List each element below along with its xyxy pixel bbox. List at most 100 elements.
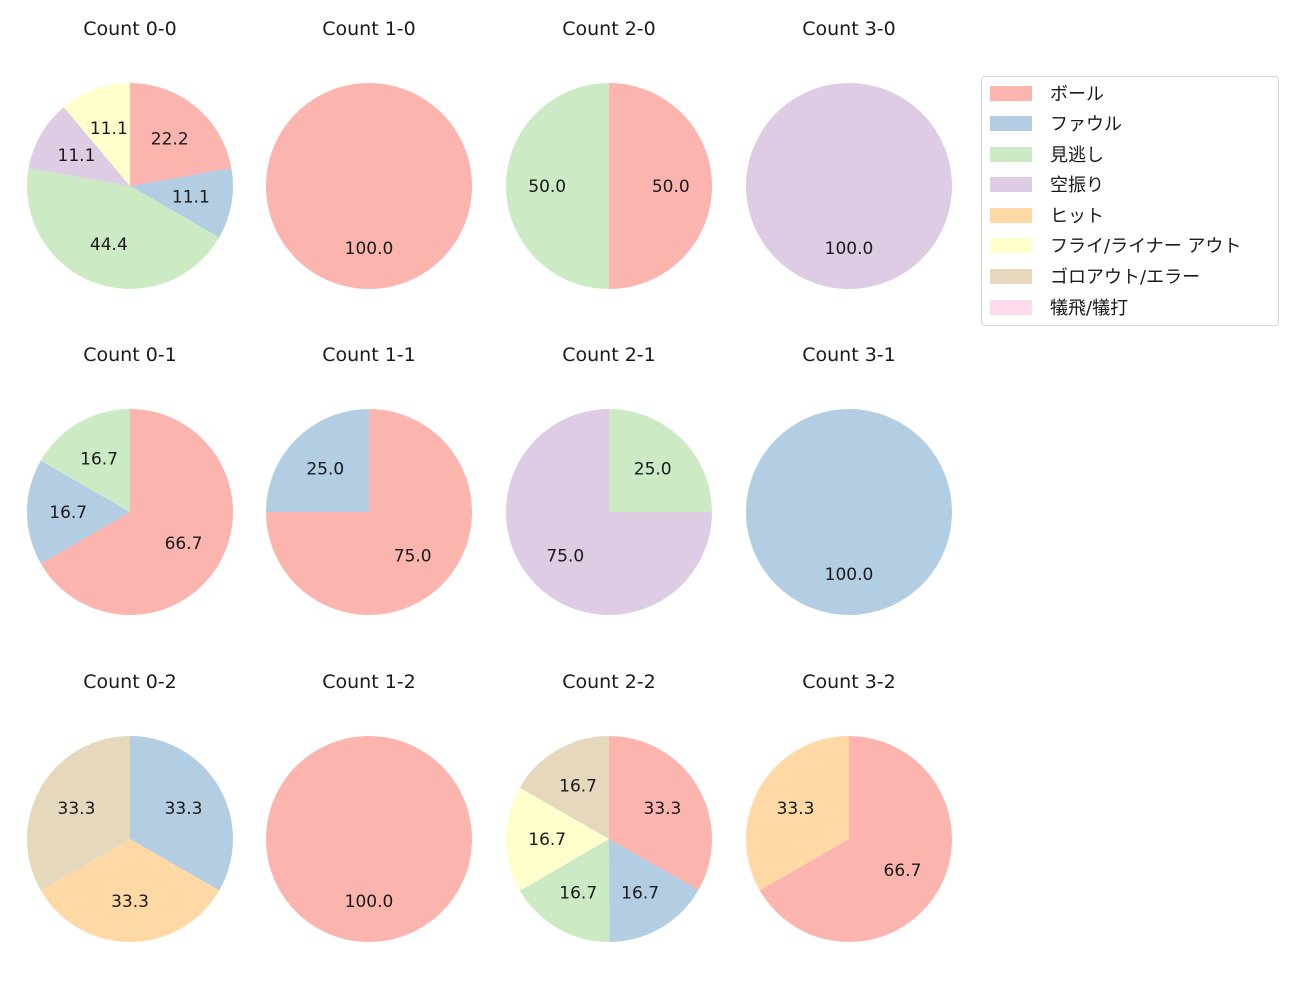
- pie-slice-label: 33.3: [644, 799, 682, 819]
- pie-slice-label: 100.0: [825, 239, 874, 259]
- pie-slice: [27, 736, 130, 891]
- pie-slice: [130, 168, 233, 238]
- pie-slice-label: 25.0: [634, 459, 672, 479]
- pie-slice-label: 16.7: [49, 503, 87, 523]
- legend-label: 見逃し: [1050, 145, 1104, 166]
- pie-slice-label: 16.7: [528, 830, 566, 850]
- pie-slice: [609, 83, 712, 289]
- pie-slice-label: 66.7: [884, 861, 922, 881]
- pie-title: Count 1-0: [322, 18, 416, 40]
- pie-slice: [28, 107, 130, 186]
- legend-swatch: [990, 85, 1032, 101]
- pie-slice-label: 50.0: [652, 177, 690, 197]
- legend-swatch: [990, 237, 1032, 253]
- legend-swatch: [990, 115, 1032, 131]
- legend-item-ball: ボール: [990, 83, 1104, 105]
- pie-chart: Count 3-1 100.0: [746, 344, 952, 615]
- pie-slice: [40, 409, 233, 615]
- legend-label: 犠飛/犠打: [1050, 298, 1129, 319]
- pie-slice-label: 33.3: [165, 799, 203, 819]
- legend-swatch: [990, 268, 1032, 284]
- pie-slice-label: 16.7: [559, 884, 597, 904]
- pie-chart: Count 0-2 33.3 33.3 33.3: [27, 671, 233, 942]
- pie-slice: [746, 736, 849, 891]
- pie-slice-label: 33.3: [58, 799, 96, 819]
- pie-slice-label: 33.3: [111, 892, 149, 912]
- pie-title: Count 1-1: [322, 344, 416, 366]
- pie-title: Count 3-0: [802, 18, 896, 40]
- legend-item-hit: ヒット: [990, 205, 1104, 227]
- pie-chart: Count 3-0 100.0: [746, 18, 952, 289]
- legend-item-swinging-strike: 空振り: [990, 174, 1104, 196]
- pie-slice-label: 75.0: [546, 547, 584, 567]
- pie-title: Count 0-0: [83, 18, 177, 40]
- legend-label: 空振り: [1050, 175, 1104, 196]
- pie-slice-label: 100.0: [825, 565, 874, 585]
- legend-item-sacrifice: 犠飛/犠打: [990, 297, 1129, 319]
- pie-slice: [506, 409, 712, 615]
- pie-slice-label: 11.1: [90, 119, 128, 139]
- pie-slice: [26, 460, 130, 564]
- pie-chart: Count 0-1 66.7 16.7 16.7: [26, 344, 233, 615]
- pie-slice-label: 44.4: [90, 235, 128, 255]
- pie-slice-label: 33.3: [777, 799, 815, 819]
- pie-chart: Count 1-0 100.0: [266, 18, 472, 289]
- pie-slice: [266, 736, 472, 942]
- pie-title: Count 0-2: [83, 671, 177, 693]
- pie-slice-label: 22.2: [151, 130, 189, 150]
- pie-slice: [505, 787, 609, 891]
- legend-item-grounder-error: ゴロアウト/エラー: [990, 266, 1201, 288]
- pie-slice-label: 11.1: [172, 188, 210, 208]
- pie-chart: Count 2-2 33.3 16.7 16.7 16.7 16.7: [505, 671, 713, 942]
- pie-slice-label: 11.1: [58, 146, 96, 166]
- pie-slice: [759, 736, 953, 942]
- legend-swatch: [990, 176, 1032, 192]
- pie-slice: [609, 736, 713, 891]
- legend-item-fly-liner-out: フライ/ライナー アウト: [990, 235, 1242, 257]
- pie-slice: [519, 839, 610, 942]
- pie-slice: [506, 83, 609, 289]
- legend-item-called-strike: 見逃し: [990, 144, 1104, 166]
- pie-slice: [519, 736, 609, 839]
- pie-slice: [266, 409, 369, 512]
- pie-slice: [130, 736, 233, 891]
- pie-slice-label: 100.0: [345, 239, 394, 259]
- pie-slice-label: 16.7: [559, 776, 597, 796]
- pie-slice: [266, 83, 472, 289]
- pie-slice: [40, 839, 220, 942]
- pie-slice-label: 66.7: [165, 534, 203, 554]
- pie-title: Count 2-1: [562, 344, 656, 366]
- legend-label: フライ/ライナー アウト: [1050, 236, 1242, 257]
- legend-label: ファウル: [1050, 114, 1122, 135]
- pie-title: Count 2-0: [562, 18, 656, 40]
- legend: ボール ファウル 見逃し 空振り ヒット フライ/ライナー アウト ゴロアウト/…: [981, 76, 1279, 326]
- pie-chart: Count 2-0 50.0 50.0: [506, 18, 712, 289]
- legend-swatch: [990, 146, 1032, 162]
- legend-swatch: [990, 207, 1032, 223]
- pie-title: Count 0-1: [83, 344, 177, 366]
- pie-slice-label: 16.7: [621, 883, 659, 903]
- pie-title: Count 2-2: [562, 671, 656, 693]
- pie-chart: Count 0-0 22.2 11.1 44.4 11.1 11.1: [27, 18, 233, 289]
- pie-slice: [40, 409, 130, 512]
- pie-slice-label: 25.0: [306, 459, 344, 479]
- legend-swatch: [990, 299, 1032, 315]
- pie-slice-label: 100.0: [345, 892, 394, 912]
- pie-slice-label: 50.0: [528, 177, 566, 197]
- pie-slice: [609, 839, 699, 942]
- pie-title: Count 3-1: [802, 344, 896, 366]
- legend-label: ヒット: [1050, 206, 1104, 227]
- pie-slice: [746, 409, 952, 615]
- pie-title: Count 3-2: [802, 671, 896, 693]
- pie-chart: Count 1-2 100.0: [266, 671, 472, 942]
- pie-chart: Count 1-1 75.0 25.0: [266, 344, 472, 615]
- pie-title: Count 1-2: [322, 671, 416, 693]
- legend-label: ボール: [1050, 84, 1104, 105]
- pie-chart: Count 2-1 25.0 75.0: [506, 344, 712, 615]
- pie-slice: [746, 83, 952, 289]
- pie-slice: [27, 168, 220, 289]
- pie-slice-label: 16.7: [80, 449, 118, 469]
- legend-label: ゴロアウト/エラー: [1050, 267, 1201, 288]
- pie-chart: Count 3-2 66.7 33.3: [746, 671, 953, 942]
